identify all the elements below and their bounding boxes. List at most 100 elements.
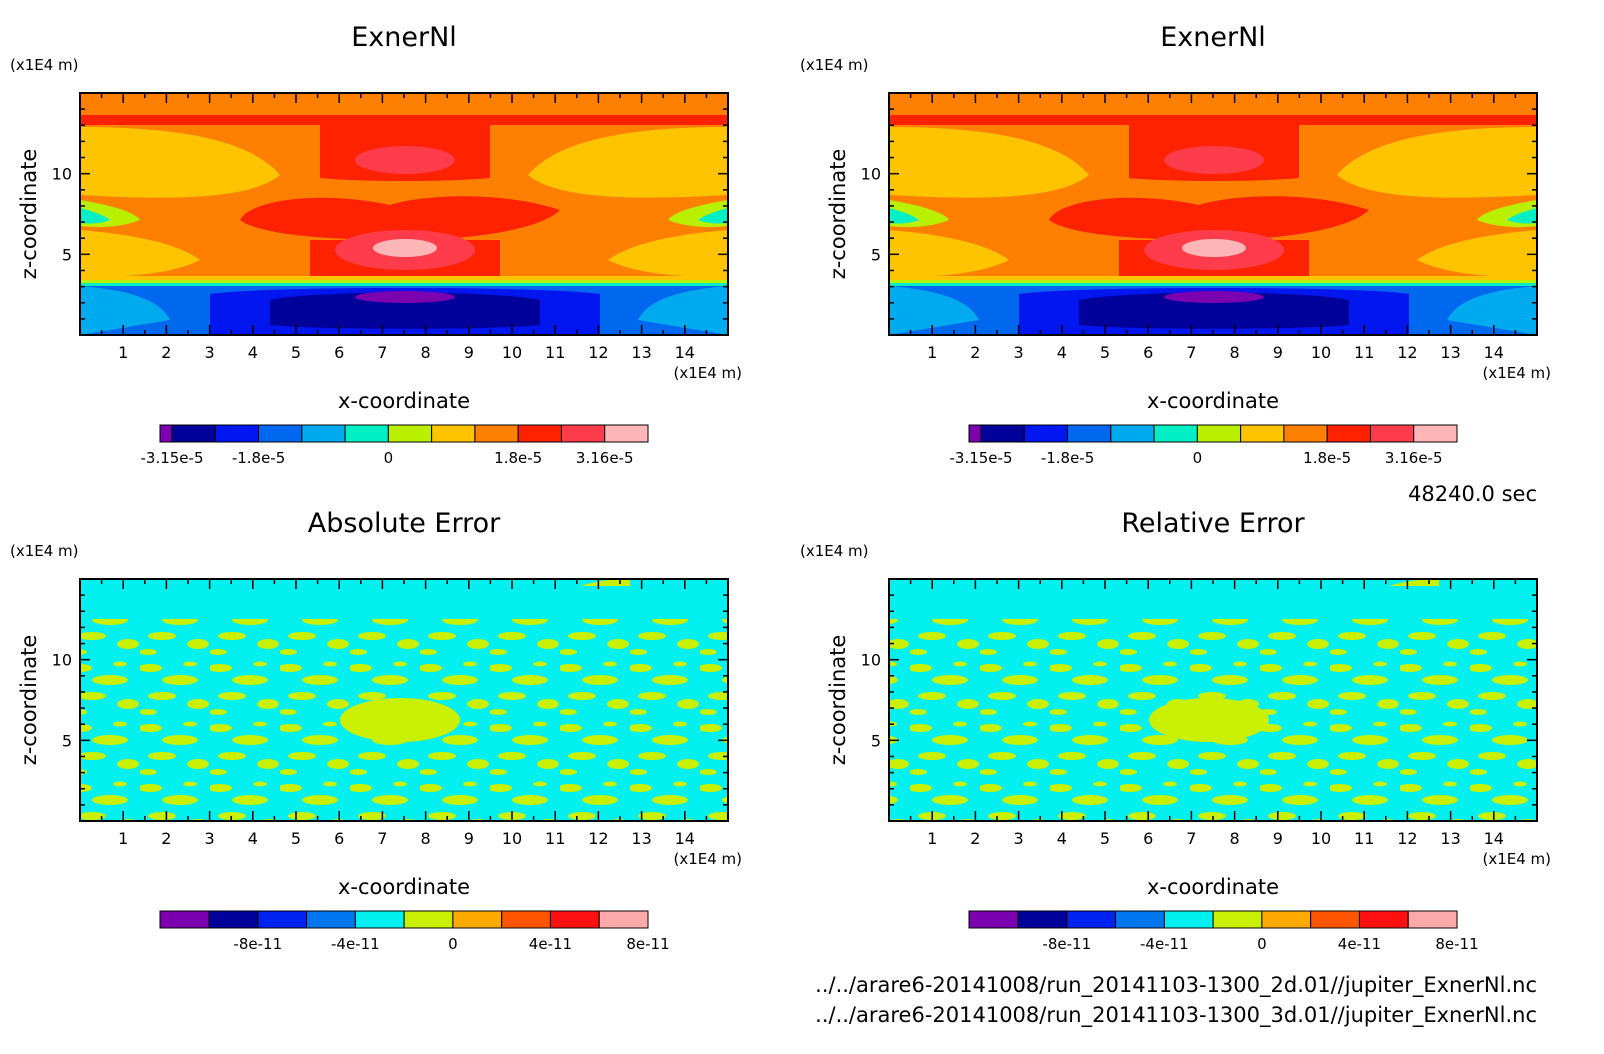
y-unit-label: (x1E4 m) [800,56,869,74]
y-ticks: 5 10 [52,594,728,806]
contour-field [80,93,728,335]
y-ticks: 5 10 [52,108,728,320]
colorbar-swatch [968,910,1019,929]
colorbar-swatch [159,424,173,443]
colorbar-label: -4e-11 [1140,935,1189,953]
colorbar-swatch [1163,910,1214,929]
x-tick-label: 9 [464,829,474,848]
colorbar-label: 4e-11 [1338,935,1381,953]
colorbar-swatch [598,910,649,929]
x-ticks: 1 2 3 4 5 6 7 8 9 10 11 12 13 14 [100,579,708,848]
panel-absolute-error: Absolute Error (x1E4 m) 1 2 3 4 5 6 7 8 9 10 11 12 1… [10,508,742,953]
colorbar-label: -3.15e-5 [950,449,1013,467]
colorbar-swatch [1358,910,1409,929]
colorbar-label: -1.8e-5 [232,449,285,467]
colorbar-label: 0 [448,935,458,953]
colorbar-swatch [1283,424,1328,443]
x-ticks: 1 2 3 4 5 6 7 8 9 10 11 12 13 14 [909,579,1517,848]
colorbar-label: -4e-11 [331,935,380,953]
x-tick-label: 4 [1057,829,1067,848]
x-tick-label: 12 [588,343,608,362]
colorbar-swatch [301,424,346,443]
x-tick-label: 2 [970,829,980,848]
colorbar-swatch [452,910,503,929]
x-tick-label: 14 [1484,829,1504,848]
colorbar-swatch [387,424,433,443]
x-tick-label: 10 [1311,343,1331,362]
colorbar-label: -1.8e-5 [1041,449,1094,467]
source-file-1: ../../arare6-20141008/run_20141103-1300_… [815,973,1537,998]
contour-field [889,93,1537,335]
colorbar-label: -8e-11 [233,935,282,953]
x-axis-label: x-coordinate [338,389,470,413]
panel-title: ExnerNl [351,22,457,53]
colorbar-swatch [1261,910,1312,929]
x-tick-label: 8 [1230,343,1240,362]
colorbar-swatch [1413,424,1458,443]
x-tick-label: 3 [205,343,215,362]
colorbar-swatch [1212,910,1263,929]
x-axis-label: x-coordinate [338,875,470,899]
x-tick-label: 1 [118,829,128,848]
colorbar-swatch [208,910,259,929]
colorbar-swatch [1115,910,1165,929]
x-tick-label: 7 [377,343,387,362]
colorbar-swatch [159,910,210,929]
time-label: 48240.0 sec [1408,482,1537,506]
x-tick-label: 9 [1273,343,1283,362]
y-unit-label: (x1E4 m) [10,56,79,74]
colorbar-swatch [968,424,982,443]
colorbar-swatch [980,424,1025,443]
x-tick-label: 13 [1440,343,1460,362]
colorbar: -3.15e-5 -1.8e-5 0 1.8e-5 3.16e-5 [950,424,1458,467]
colorbar: -8e-11 -4e-11 0 4e-11 8e-11 [968,910,1479,953]
y-unit-label: (x1E4 m) [10,542,79,560]
colorbar-swatch [403,910,454,929]
x-tick-label: 13 [1440,829,1460,848]
y-unit-label: (x1E4 m) [800,542,869,560]
x-ticks: 1 2 3 4 5 6 7 8 9 10 11 12 13 14 [100,93,708,362]
x-tick-label: 6 [1143,343,1153,362]
x-tick-label: 8 [421,829,431,848]
x-tick-label: 9 [464,343,474,362]
colorbar-swatch [344,424,389,443]
colorbar-swatch [1017,910,1068,929]
colorbar-swatch [1066,910,1117,929]
colorbar-swatch [1310,910,1360,929]
x-tick-label: 6 [334,343,344,362]
colorbar-swatch [257,910,308,929]
colorbar-label: -8e-11 [1042,935,1091,953]
colorbar-label: 4e-11 [529,935,572,953]
x-tick-label: 6 [1143,829,1153,848]
x-tick-label: 11 [1354,829,1374,848]
y-axis-label: z-coordinate [826,149,850,280]
colorbar-label: 0 [384,449,394,467]
x-tick-label: 5 [291,829,301,848]
y-tick-label: 10 [52,651,72,670]
colorbar-swatch [1326,424,1371,443]
contour-field [889,579,1537,821]
y-tick-label: 10 [861,165,881,184]
x-tick-label: 5 [291,343,301,362]
y-axis-label: z-coordinate [17,635,41,766]
colorbar-swatch [604,424,649,443]
y-tick-label: 5 [871,731,881,750]
colorbar-label: 8e-11 [1435,935,1478,953]
panel-title: Relative Error [1121,508,1305,539]
panel-exner-2d: ExnerNl (x1E4 m) [10,22,742,467]
x-axis-label: x-coordinate [1147,875,1279,899]
colorbar-label: 0 [1257,935,1267,953]
colorbar-swatch [1196,424,1242,443]
x-tick-label: 11 [1354,343,1374,362]
panel-exner-3d: ExnerNl (x1E4 m) [800,22,1551,467]
colorbar: -3.15e-5 -1.8e-5 0 1.8e-5 3.16e-5 [141,424,649,467]
y-ticks: 5 10 [861,108,1537,320]
colorbar-label: 0 [1193,449,1203,467]
panel-relative-error: Relative Error (x1E4 m) 1 2 3 4 5 6 7 8 9 10 11 12 1… [800,508,1551,953]
x-tick-label: 2 [161,343,171,362]
x-ticks: 1 2 3 4 5 6 7 8 9 10 11 12 13 14 [909,93,1517,362]
x-tick-label: 7 [1186,343,1196,362]
y-tick-label: 5 [871,245,881,264]
colorbar-swatch [474,424,519,443]
x-tick-label: 1 [118,343,128,362]
